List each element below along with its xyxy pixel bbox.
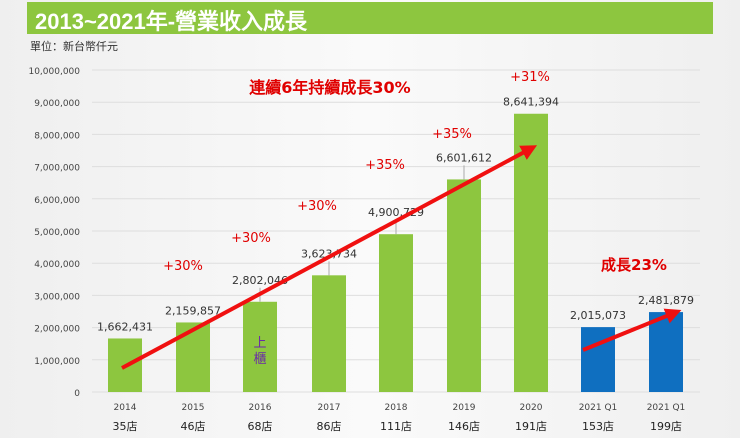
q1-growth-arrow <box>582 308 682 352</box>
value-label: 2,481,879 <box>638 294 694 307</box>
x-tick-label: 2021 Q1 <box>579 403 618 413</box>
value-label: 2,015,073 <box>570 309 626 322</box>
bar <box>649 312 683 392</box>
store-count-label: 191店 <box>515 419 547 433</box>
y-tick-label: 10,000,000 <box>28 67 80 77</box>
listing-label: 上 <box>253 336 266 351</box>
x-tick-label: 2019 <box>453 403 476 413</box>
y-tick-label: 6,000,000 <box>34 196 80 206</box>
growth-label: +35% <box>432 127 472 142</box>
store-count-label: 153店 <box>582 419 614 433</box>
store-count-label: 111店 <box>380 419 412 433</box>
bar <box>176 322 210 392</box>
growth-label: +30% <box>231 231 271 246</box>
store-count-label: 199店 <box>650 419 682 433</box>
store-count-label: 146店 <box>448 419 480 433</box>
value-label: 2,802,046 <box>232 274 288 287</box>
growth-arrow <box>121 145 538 370</box>
bar <box>243 301 277 392</box>
listing-label: 櫃 <box>253 352 266 367</box>
x-tick-label: 2020 <box>520 403 543 413</box>
x-tick-label: 2015 <box>182 403 205 413</box>
store-count-label: 46店 <box>181 419 206 433</box>
y-tick-label: 0 <box>74 389 80 399</box>
bar <box>514 113 548 392</box>
store-count-label: 68店 <box>248 419 273 433</box>
q1-growth-annotation: 成長23% <box>601 256 667 274</box>
y-tick-label: 7,000,000 <box>34 164 80 174</box>
y-tick-label: 4,000,000 <box>34 260 80 270</box>
y-tick-label: 1,000,000 <box>34 357 80 367</box>
unit-label: 單位：新台幣仟元 <box>30 40 118 53</box>
page-title: 2013~2021年-營業收入成長 <box>35 9 308 34</box>
value-label: 6,601,612 <box>436 151 492 164</box>
growth-label: +35% <box>365 158 405 173</box>
y-tick-label: 5,000,000 <box>34 228 80 238</box>
store-count-label: 35店 <box>113 419 138 433</box>
store-count-label: 86店 <box>317 419 342 433</box>
bar <box>581 327 615 392</box>
x-tick-label: 2014 <box>114 403 137 413</box>
x-tick-label: 2018 <box>385 403 408 413</box>
bar <box>379 234 413 392</box>
main-growth-annotation: 連續6年持續成長30% <box>249 78 410 97</box>
y-tick-label: 2,000,000 <box>34 325 80 335</box>
value-label: 4,900,729 <box>368 206 424 219</box>
growth-label: +30% <box>163 259 203 274</box>
bar <box>312 275 346 392</box>
x-tick-label: 2017 <box>318 403 341 413</box>
value-label: 2,159,857 <box>165 304 221 317</box>
value-label: 1,662,431 <box>97 320 153 333</box>
value-label: 8,641,394 <box>503 96 559 109</box>
growth-label: +30% <box>297 199 337 214</box>
growth-label: +31% <box>510 70 550 85</box>
x-tick-label: 2021 Q1 <box>647 403 686 413</box>
y-tick-label: 8,000,000 <box>34 131 80 141</box>
title-banner: 2013~2021年-營業收入成長 <box>27 2 713 34</box>
x-tick-label: 2016 <box>249 403 272 413</box>
y-tick-label: 3,000,000 <box>34 292 80 302</box>
bar <box>447 179 481 392</box>
y-tick-label: 9,000,000 <box>34 99 80 109</box>
